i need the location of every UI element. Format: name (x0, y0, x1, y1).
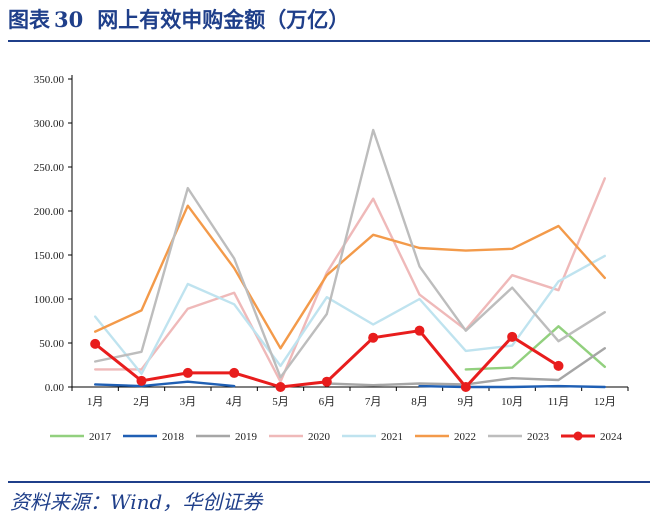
legend-label-2022: 2022 (454, 431, 476, 443)
data-point-2024 (460, 382, 471, 392)
series-line-2022 (94, 204, 606, 350)
x-tick-label: 8月 (411, 396, 428, 408)
x-tick-label: 5月 (272, 396, 289, 408)
y-tick-label: 0.00 (45, 382, 65, 394)
legend-label-2024: 2024 (600, 431, 623, 443)
y-tick-label: 200.00 (34, 206, 65, 218)
legend-label-2021: 2021 (381, 431, 403, 443)
series-line-2017 (464, 325, 606, 371)
y-tick-label: 300.00 (34, 118, 65, 130)
y-tick-label: 100.00 (34, 294, 65, 306)
legend-label-2023: 2023 (527, 431, 550, 443)
data-point-2024 (414, 325, 425, 336)
legend-marker-2024 (573, 431, 583, 441)
y-tick-label: 150.00 (34, 250, 65, 262)
data-point-2024 (275, 382, 286, 392)
series-line-2020 (94, 177, 606, 383)
x-tick-label: 7月 (365, 396, 382, 408)
x-tick-label: 6月 (319, 396, 336, 408)
legend-label-2020: 2020 (308, 431, 331, 443)
data-point-2024 (553, 360, 564, 371)
series-line-2021 (94, 254, 606, 375)
data-point-2024 (136, 375, 147, 386)
y-tick-label: 350.00 (34, 74, 65, 86)
figure-title-text: 网上有效申购金额（万亿） (97, 8, 350, 32)
data-point-2024 (507, 331, 518, 342)
source-rule (8, 481, 650, 483)
x-tick-label: 1月 (87, 396, 104, 408)
figure-title: 图表 30 网上有效申购金额（万亿） (8, 2, 349, 38)
data-point-2024 (368, 332, 379, 343)
series-line-2023 (94, 128, 606, 379)
x-tick-label: 12月 (594, 396, 616, 408)
figure-label: 图表 (8, 8, 50, 32)
x-tick-label: 10月 (501, 396, 523, 408)
x-tick-label: 2月 (133, 396, 150, 408)
data-point-2024 (182, 367, 193, 378)
figure-number: 30 (54, 7, 84, 32)
line-chart: 0.00 50.00 100.00 150.00 200.00 250.00 300.00 3… (34, 74, 629, 443)
x-tick-label: 3月 (180, 396, 197, 408)
x-tick-label: 4月 (226, 396, 243, 408)
legend-label-2018: 2018 (162, 431, 185, 443)
series-line-2018 (94, 380, 606, 389)
y-tick-label: 50.00 (39, 338, 64, 350)
legend-label-2019: 2019 (235, 431, 258, 443)
legend-label-2017: 2017 (89, 431, 112, 443)
source-note: 资料来源：Wind，华创证券 (10, 490, 263, 514)
title-rule (8, 40, 650, 42)
x-tick-label: 9月 (458, 396, 475, 408)
data-point-2024 (321, 376, 332, 387)
data-point-2024 (90, 338, 101, 349)
y-tick-label: 250.00 (34, 162, 65, 174)
data-point-2024 (229, 367, 240, 378)
x-tick-label: 11月 (548, 396, 570, 408)
